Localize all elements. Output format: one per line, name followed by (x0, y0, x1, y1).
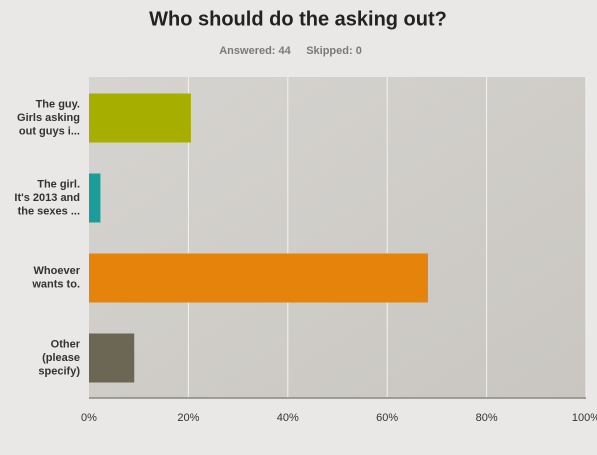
answered: Answered: 44 (219, 45, 291, 57)
bar (89, 333, 135, 383)
x-tick-label: 60% (376, 412, 398, 424)
y-tick-label: (please (42, 352, 80, 364)
x-tick-label: 20% (177, 412, 199, 424)
bar (89, 253, 428, 303)
bar (89, 93, 191, 143)
y-tick-label: It's 2013 and (14, 192, 80, 204)
x-tick-label: 80% (476, 412, 498, 424)
y-tick-label: wants to. (31, 279, 80, 291)
chart-title: Who should do the asking out? (149, 8, 447, 30)
x-tick-label: 100% (572, 412, 597, 424)
y-tick-label: the sexes ... (18, 205, 80, 217)
y-tick-label: Whoever (34, 265, 81, 277)
bar (89, 173, 101, 223)
skipped: Skipped: 0 (306, 45, 362, 57)
x-tick-label: 0% (81, 412, 97, 424)
y-tick-label: out guys i... (19, 125, 80, 137)
y-tick-label: Other (51, 338, 81, 350)
y-tick-label: The guy. (36, 98, 80, 110)
y-tick-label: Girls asking (17, 112, 80, 124)
y-tick-label: The girl. (37, 178, 80, 190)
x-tick-label: 40% (277, 412, 299, 424)
y-tick-label: specify) (38, 365, 80, 377)
